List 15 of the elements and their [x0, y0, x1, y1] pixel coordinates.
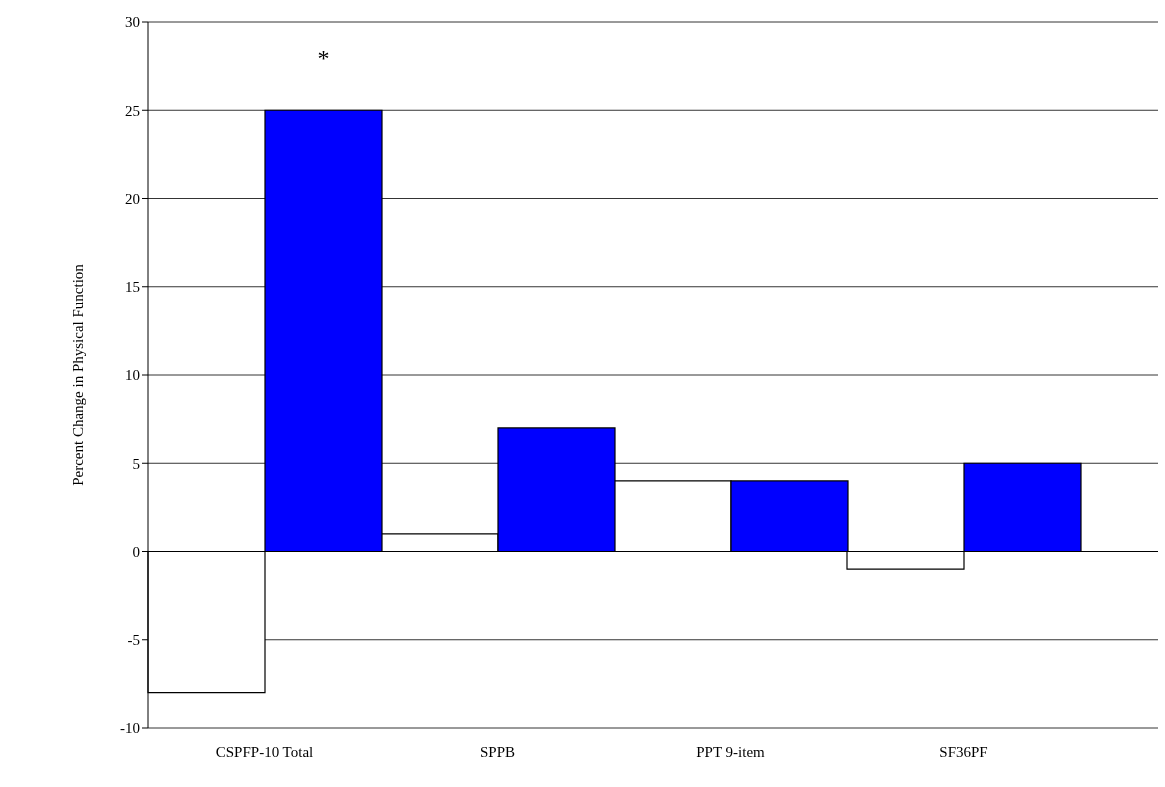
x-tick-label: PPT 9-item: [696, 743, 766, 760]
y-tick-label: 20: [125, 190, 140, 207]
y-tick-label: 15: [125, 279, 140, 296]
y-tick-label: 5: [132, 455, 140, 472]
y-tick-label: -5: [127, 632, 140, 649]
x-tick-label: SF36PF: [939, 743, 988, 760]
y-axis-title: Percent Change in Physical Function: [70, 263, 87, 486]
x-tick-label: SPPB: [479, 743, 516, 760]
y-tick-label: 25: [125, 102, 140, 119]
y-tick-label: 10: [125, 367, 140, 384]
y-tick-label: 0: [132, 543, 140, 560]
annotation: *: [317, 44, 330, 71]
y-tick-label: -10: [120, 720, 140, 737]
y-tick-label: 30: [125, 14, 140, 31]
x-tick-label: CSPFP-10 Total: [215, 743, 314, 760]
